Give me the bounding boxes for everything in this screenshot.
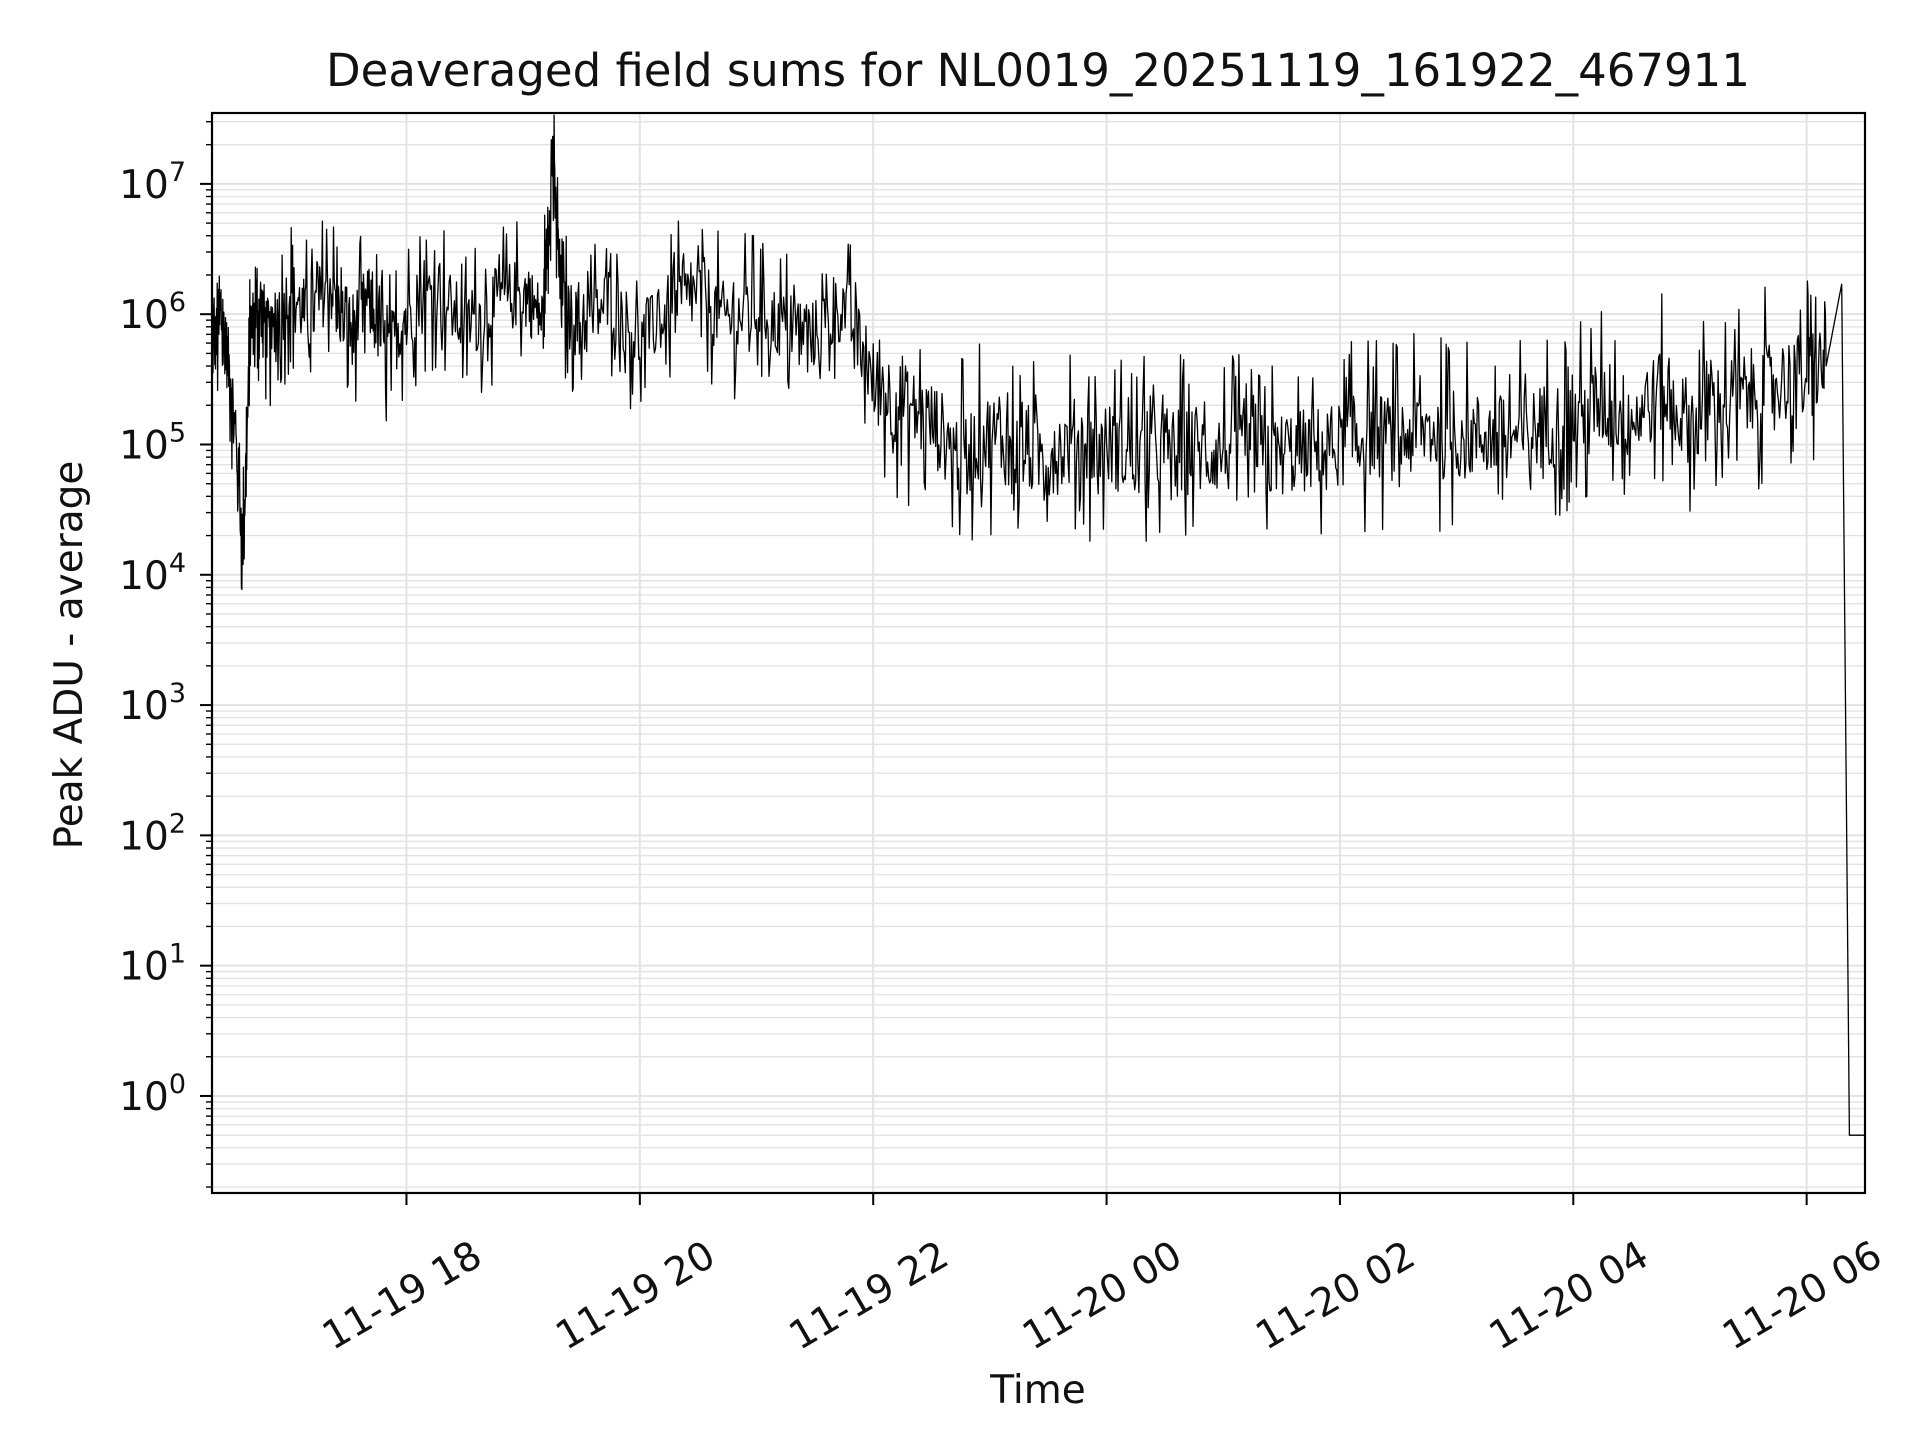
y-tick-label: 103: [119, 678, 186, 729]
y-tick-label: 106: [119, 287, 186, 338]
series-line: [211, 114, 1865, 1136]
y-tick-label: 101: [119, 939, 186, 990]
y-tick-label: 100: [119, 1069, 186, 1120]
y-axis-label: Peak ADU - average: [47, 461, 92, 850]
x-tick-label: 11-19 18: [315, 1233, 489, 1360]
y-tick-label: 107: [119, 157, 186, 208]
x-tick-label: 11-19 22: [782, 1233, 956, 1360]
grid-lines: [212, 113, 1865, 1193]
x-tick-label: 11-20 00: [1015, 1233, 1189, 1360]
x-tick-label: 11-20 02: [1249, 1233, 1423, 1360]
chart-title: Deaveraged field sums for NL0019_2025111…: [326, 44, 1750, 97]
x-tick-label: 11-20 04: [1482, 1233, 1656, 1360]
y-tick-label: 102: [119, 808, 186, 859]
x-axis-label: Time: [989, 1368, 1085, 1413]
x-tick-label: 11-20 06: [1715, 1233, 1889, 1360]
plot-frame: [210, 111, 1867, 1195]
axis-ticks: 100 101 102 103 104 105 106 107 11-19 18 11-19 20…: [119, 121, 1890, 1360]
y-tick-label: 104: [119, 548, 186, 599]
y-tick-label: 105: [119, 417, 186, 468]
x-tick-label: 11-19 20: [548, 1233, 722, 1360]
